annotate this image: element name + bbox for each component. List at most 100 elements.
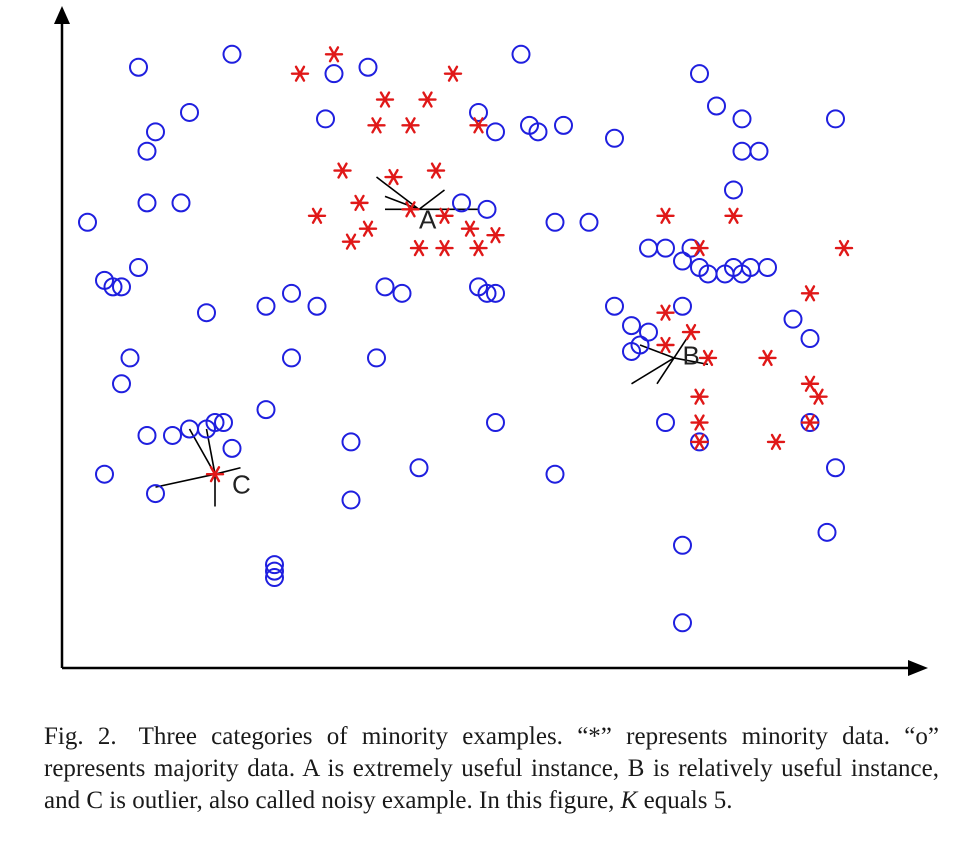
majority-point (673, 251, 692, 271)
caption-text-end: equals 5. (643, 787, 733, 814)
majority-point (112, 374, 131, 394)
neighbor-link (376, 176, 420, 210)
majority-point (579, 212, 599, 232)
majority-point (137, 193, 157, 213)
minority-point (384, 168, 403, 186)
caption-label: Fig. 2. (44, 723, 117, 750)
minority-point (401, 201, 420, 218)
minority-point (656, 304, 675, 321)
majority-point (324, 64, 344, 84)
scatter-points (78, 44, 854, 633)
majority-point (826, 109, 845, 129)
minority-point (401, 117, 420, 134)
majority-point (137, 425, 157, 445)
majority-point (605, 296, 624, 316)
majority-point (180, 102, 199, 122)
minority-point (307, 207, 327, 224)
x-axis-arrow (908, 660, 928, 676)
majority-point (307, 296, 327, 316)
majority-point (367, 348, 386, 368)
majority-point (256, 400, 276, 420)
majority-point (477, 283, 497, 303)
majority-point (282, 283, 301, 303)
figure-caption: Fig. 2. Three categories of minority exam… (44, 721, 939, 817)
majority-point (375, 277, 395, 297)
majority-point (197, 303, 216, 323)
majority-point (732, 109, 752, 129)
majority-point (137, 141, 157, 161)
majority-point (486, 413, 505, 433)
minority-point (341, 233, 361, 250)
majority-point (622, 341, 641, 361)
majority-point (469, 102, 488, 122)
neighbor-link (384, 195, 420, 211)
majority-point (486, 122, 505, 142)
majority-point (783, 309, 803, 329)
majority-point (656, 413, 675, 433)
majority-point (477, 199, 497, 219)
y-axis-arrow (54, 6, 70, 24)
minority-point (800, 375, 820, 392)
minority-point (426, 162, 446, 179)
majority-point (817, 522, 837, 542)
minority-point (486, 227, 505, 244)
majority-point (639, 322, 658, 342)
majority-point (452, 193, 471, 213)
majority-point (222, 44, 242, 64)
minority-point (205, 466, 225, 483)
minority-point (681, 323, 701, 341)
minority-point (435, 239, 454, 257)
majority-point (171, 193, 191, 213)
majority-point (392, 283, 412, 303)
minority-point (698, 349, 718, 367)
minority-point (809, 388, 828, 405)
majority-point (605, 128, 624, 148)
majority-point (265, 561, 284, 581)
majority-point (545, 464, 565, 484)
minority-point (690, 433, 709, 451)
majority-point (163, 425, 182, 445)
majority-point (103, 277, 123, 297)
majority-point (112, 277, 131, 297)
minority-point (435, 207, 454, 224)
minority-point (690, 414, 709, 431)
majority-point (690, 64, 709, 84)
caption-text: Three categories of minority examples. “… (44, 723, 939, 814)
minority-point (409, 239, 429, 257)
minority-point (460, 220, 480, 237)
majority-point (486, 283, 505, 303)
minority-point (443, 65, 463, 82)
majority-point (341, 490, 361, 510)
majority-point (129, 257, 148, 277)
majority-point (256, 296, 276, 316)
majority-point (265, 555, 284, 575)
majority-point (214, 413, 233, 433)
majority-point (129, 57, 148, 77)
minority-point (418, 91, 437, 108)
point-label-b: B (683, 340, 700, 370)
point-label-c: C (232, 470, 251, 500)
majority-point (732, 141, 752, 161)
majority-point (265, 568, 284, 588)
majority-point (205, 413, 225, 433)
majority-point (622, 316, 641, 336)
majority-point (554, 115, 573, 135)
majority-point (673, 613, 692, 633)
minority-point (656, 207, 675, 224)
neighbor-link (631, 357, 675, 385)
minority-point (834, 239, 854, 257)
majority-point (673, 535, 692, 555)
minority-point (758, 349, 777, 367)
point-label-a: A (419, 205, 437, 235)
neighbor-link (639, 344, 675, 359)
minority-point (290, 65, 310, 82)
majority-point (120, 348, 140, 368)
minority-point (800, 285, 820, 302)
majority-point (724, 180, 743, 200)
majority-point (316, 109, 335, 129)
majority-point (409, 458, 429, 478)
minority-point (367, 117, 386, 134)
majority-point (749, 141, 769, 161)
majority-point (146, 122, 165, 142)
majority-point (358, 57, 378, 77)
